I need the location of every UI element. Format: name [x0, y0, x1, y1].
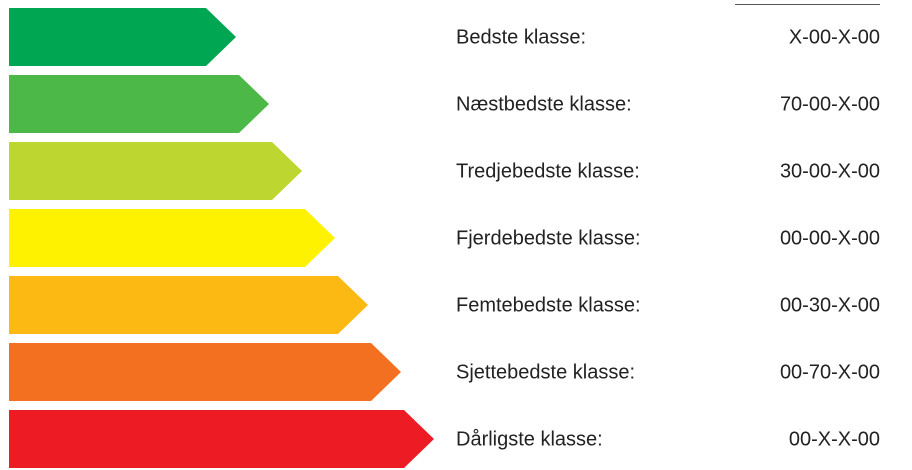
class-label: Fjerdebedste klasse:: [456, 227, 641, 249]
class-arrow: [9, 8, 236, 66]
class-arrow: [9, 276, 368, 334]
class-arrow: [9, 410, 434, 468]
class-code: 00-30-X-00: [780, 294, 880, 316]
class-label: Bedste klasse:: [456, 26, 586, 48]
class-arrow: [9, 343, 401, 401]
class-arrow: [9, 142, 302, 200]
class-arrow: [9, 75, 269, 133]
class-code: 00-00-X-00: [780, 227, 880, 249]
class-arrow: [9, 209, 335, 267]
class-label: Femtebedste klasse:: [456, 294, 641, 316]
class-code: 00-X-X-00: [789, 428, 880, 450]
class-code: 00-70-X-00: [780, 361, 880, 383]
class-label: Næstbedste klasse:: [456, 93, 632, 115]
class-code: 30-00-X-00: [780, 160, 880, 182]
class-code: 70-00-X-00: [780, 93, 880, 115]
class-label: Sjettebedste klasse:: [456, 361, 635, 383]
class-label: Tredjebedste klasse:: [456, 160, 640, 182]
class-code: X-00-X-00: [789, 26, 880, 48]
class-label: Dårligste klasse:: [456, 428, 603, 450]
